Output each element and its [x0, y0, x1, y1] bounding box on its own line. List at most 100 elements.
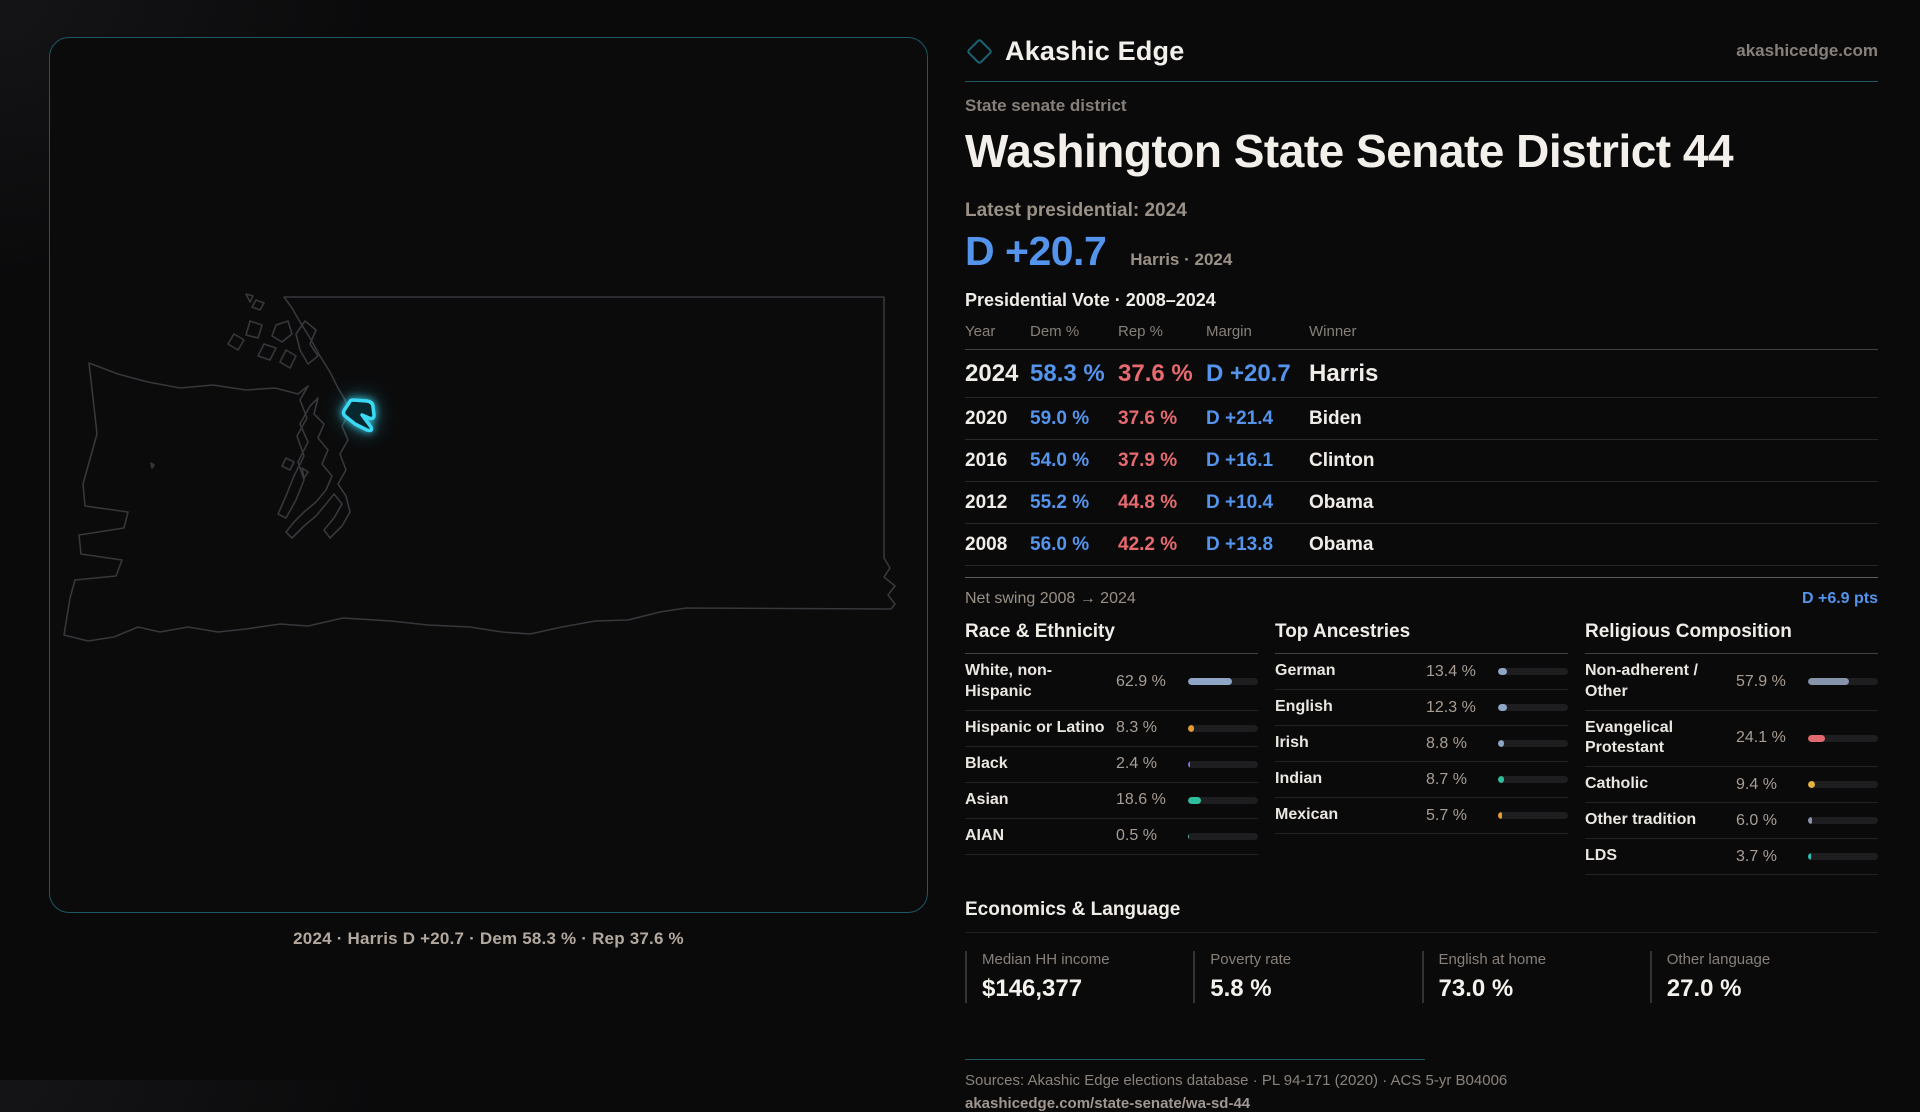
demographics-bar: [1498, 740, 1568, 747]
demographics-bar-fill: [1808, 735, 1825, 742]
demographics-value: 8.3 %: [1116, 719, 1172, 737]
section-divider: [965, 577, 1878, 578]
demographics-label: Asian: [965, 790, 1116, 811]
demographics-bar: [1188, 725, 1258, 732]
demographics-bar-fill: [1808, 678, 1849, 685]
winner-cell: Clinton: [1309, 450, 1878, 472]
economics-stat-value: $146,377: [982, 975, 1193, 1003]
demographics-value: 12.3 %: [1426, 699, 1482, 717]
economics-stat-label: Median HH income: [982, 951, 1193, 968]
demographics-value: 13.4 %: [1426, 663, 1482, 681]
map-caption: 2024 · Harris D +20.7 · Dem 58.3 % · Rep…: [49, 929, 928, 949]
headline-margin-row: D +20.7 Harris · 2024: [965, 228, 1878, 275]
brand-diamond-icon: [966, 38, 993, 65]
demographics-value: 8.8 %: [1426, 735, 1482, 753]
winner-cell: Obama: [1309, 492, 1878, 514]
year-cell: 2012: [965, 492, 1030, 514]
demographics-bar: [1808, 735, 1878, 742]
demographics-label: LDS: [1585, 846, 1736, 867]
header-divider: [965, 81, 1878, 82]
demographics-bar: [1498, 812, 1568, 819]
economics-stat: Median HH income $146,377: [965, 951, 1193, 1003]
headline-margin-value: D +20.7: [965, 228, 1106, 275]
economics-stat: Other language 27.0 %: [1650, 951, 1878, 1003]
district-map-panel: [49, 37, 928, 913]
rep-cell: 44.8 %: [1118, 492, 1206, 514]
demographics-value: 2.4 %: [1116, 755, 1172, 773]
demographics-column-title: Race & Ethnicity: [965, 621, 1258, 654]
brand-domain: akashicedge.com: [1736, 41, 1878, 61]
washington-state-map: [50, 38, 927, 912]
year-cell: 2016: [965, 450, 1030, 472]
demographics-bar: [1498, 668, 1568, 675]
demographics-bar: [1498, 776, 1568, 783]
demographics-value: 0.5 %: [1116, 827, 1172, 845]
demographics-bar-fill: [1498, 812, 1502, 819]
margin-cell: D +10.4: [1206, 492, 1309, 514]
demographics-bar: [1188, 761, 1258, 768]
demographics-label: Mexican: [1275, 805, 1426, 826]
latest-presidential-label: Latest presidential: 2024: [965, 200, 1878, 222]
demographics-bar-fill: [1808, 817, 1812, 824]
winner-cell: Biden: [1309, 408, 1878, 430]
demographics-bar-fill: [1188, 725, 1194, 732]
demographics-bar-fill: [1498, 704, 1507, 711]
detail-panel: Akashic Edge akashicedge.com State senat…: [965, 30, 1878, 1112]
demographics-bar-fill: [1188, 761, 1190, 768]
demographics-bar-fill: [1188, 797, 1201, 804]
demographics-value: 24.1 %: [1736, 729, 1792, 747]
column-header: Rep %: [1118, 323, 1206, 340]
demographics-bar-fill: [1498, 668, 1507, 675]
rep-cell: 37.9 %: [1118, 450, 1206, 472]
demographics-value: 62.9 %: [1116, 673, 1172, 691]
year-cell: 2008: [965, 534, 1030, 556]
district-44-shape[interactable]: [344, 400, 375, 431]
dem-cell: 55.2 %: [1030, 492, 1118, 514]
brand-name: Akashic Edge: [1005, 36, 1184, 67]
demographics-label: German: [1275, 661, 1426, 682]
demographics-bar-fill: [1498, 740, 1504, 747]
demographics-label: Indian: [1275, 769, 1426, 790]
demographics-bar: [1808, 853, 1878, 860]
dem-cell: 59.0 %: [1030, 408, 1118, 430]
demographics-value: 9.4 %: [1736, 776, 1792, 794]
rep-cell: 37.6 %: [1118, 360, 1206, 388]
footer-sources: Sources: Akashic Edge elections database…: [965, 1072, 1878, 1089]
demographics-bar: [1188, 797, 1258, 804]
demographics-label: Non-adherent / Other: [1585, 661, 1736, 703]
demographics-bar-fill: [1808, 781, 1815, 788]
demographics-value: 57.9 %: [1736, 673, 1792, 691]
demographics-column-title: Top Ancestries: [1275, 621, 1568, 654]
rep-cell: 37.6 %: [1118, 408, 1206, 430]
rep-cell: 42.2 %: [1118, 534, 1206, 556]
economics-stat-value: 27.0 %: [1667, 975, 1878, 1003]
demographics-bar: [1188, 678, 1258, 685]
demographics-label: Irish: [1275, 733, 1426, 754]
demographics-label: AIAN: [965, 826, 1116, 847]
column-header: Margin: [1206, 323, 1309, 340]
net-swing-value: D +6.9 pts: [1802, 590, 1878, 608]
economics-stat-label: Other language: [1667, 951, 1878, 968]
demographics-label: Hispanic or Latino: [965, 718, 1116, 739]
demographics-label: Catholic: [1585, 774, 1736, 795]
demographics-value: 18.6 %: [1116, 791, 1172, 809]
